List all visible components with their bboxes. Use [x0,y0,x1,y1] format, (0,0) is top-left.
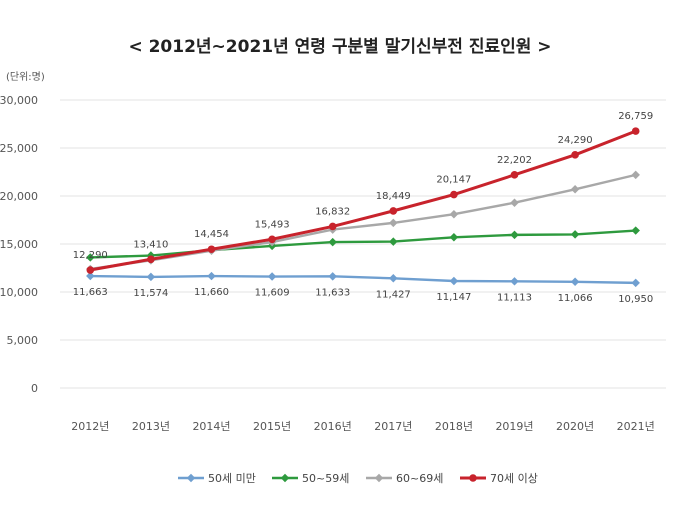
data-label: 26,759 [618,111,653,122]
legend-swatch-marker [280,473,290,483]
data-point [570,277,580,287]
data-label: 10,950 [618,294,653,305]
y-axis-ticks: 0 5,000 10,000 15,000 20,000 25,000 30,000 [0,94,38,395]
series-line [90,274,636,285]
data-point [510,277,519,286]
data-point [146,272,156,282]
data-point [328,272,337,281]
data-point [207,245,216,254]
x-tick-label: 2013년 [132,420,170,433]
data-label: 11,660 [194,287,229,298]
data-label: 11,147 [436,292,471,303]
y-tick-label: 5,000 [7,334,39,347]
data-point [570,230,580,239]
data-label: 14,454 [194,229,229,240]
x-tick-label: 2012년 [71,420,109,433]
legend-swatch-marker [186,473,196,483]
data-label: 12,290 [73,250,108,261]
data-label: 13,410 [133,239,168,250]
data-point [267,272,277,281]
data-label: 15,493 [255,219,290,230]
data-point [207,271,216,281]
legend: 50세 미만 50~59세 60~69세 70세 이상 [178,472,538,485]
data-point [631,226,640,235]
chart-title: < 2012년~2021년 연령 구분별 말기신부전 진료인원 > [128,36,551,57]
x-tick-label: 2021년 [617,420,655,433]
series-line [90,129,637,272]
data-point [389,207,398,215]
data-point [631,170,640,180]
data-point [631,127,640,135]
x-tick-label: 2017년 [374,420,412,433]
y-tick-label: 20,000 [0,190,38,203]
data-point [328,222,337,231]
data-label: 11,663 [73,287,108,298]
data-label: 24,290 [558,135,593,146]
grid-layer [60,99,666,389]
data-label: 20,147 [436,175,471,186]
legend-swatch-marker [469,474,477,482]
data-point [86,271,95,281]
legend-label: 70세 이상 [490,472,538,485]
x-tick-label: 2014년 [192,420,230,433]
data-point [450,190,458,199]
data-label: 16,832 [315,206,350,217]
data-label: 11,633 [315,287,350,298]
data-point [510,198,519,207]
x-tick-label: 2015년 [253,420,291,433]
y-tick-label: 10,000 [0,286,38,299]
y-tick-label: 15,000 [0,238,38,251]
data-point [389,274,398,283]
data-point [510,230,519,240]
data-point [86,253,95,262]
data-point [570,185,580,194]
y-tick-label: 0 [31,382,38,395]
data-label: 22,202 [497,155,532,166]
legend-label: 60~69세 [396,472,443,485]
data-point [571,151,579,159]
data-point [449,233,459,242]
x-tick-label: 2016년 [314,420,352,433]
series-layer [86,127,640,288]
legend-swatch-marker [374,473,384,483]
y-tick-label: 25,000 [0,142,38,155]
data-point [631,278,640,288]
data-point [86,266,95,274]
data-point [389,237,398,246]
data-point [510,171,519,179]
data-label: 18,449 [376,191,411,202]
data-point [328,237,337,247]
data-point [449,209,459,219]
unit-label: (단위:명) [6,70,45,83]
x-tick-label: 2020년 [556,420,594,433]
legend-label: 50~59세 [302,472,349,485]
data-point [389,218,398,228]
data-point [449,276,459,286]
data-label: 11,066 [558,293,593,304]
data-label: 11,113 [497,292,532,303]
data-label: 11,609 [255,288,290,299]
y-tick-label: 30,000 [0,94,38,107]
legend-label: 50세 미만 [208,472,256,485]
data-point [268,235,276,244]
data-label: 11,574 [133,288,168,299]
data-label: 11,427 [376,289,411,300]
data-point [147,255,155,264]
data-label-layer: 11,663 11,574 11,660 11,609 11,633 11,427 11,1… [73,111,653,305]
x-tick-label: 2018년 [435,420,473,433]
x-axis-ticks: 2012년 2013년 2014년 2015년 2016년 2017년 2018년 2019년… [71,420,655,433]
x-tick-label: 2019년 [495,420,533,433]
